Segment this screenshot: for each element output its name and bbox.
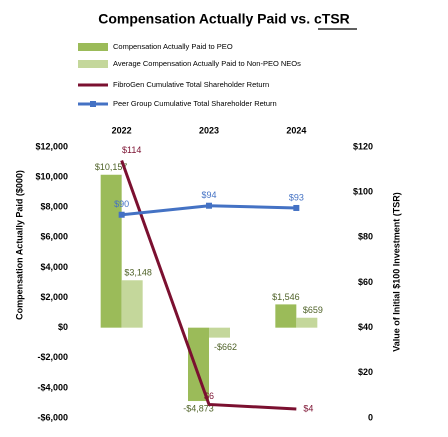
bar <box>275 304 297 328</box>
category-label: 2022 <box>112 125 132 135</box>
category-label: 2023 <box>199 125 219 135</box>
bar <box>209 327 230 338</box>
y2-tick-label: $120 <box>353 141 373 151</box>
y-tick-label: $4,000 <box>40 262 68 272</box>
y-tick-label: -$2,000 <box>37 352 68 362</box>
data-label: $1,546 <box>272 292 300 302</box>
data-label: -$662 <box>214 342 237 352</box>
legend-label: Average Compensation Actually Paid to No… <box>113 59 301 68</box>
legend-label: Peer Group Cumulative Total Shareholder … <box>113 99 277 108</box>
data-label: $90 <box>114 199 129 209</box>
y2-tick-label: $60 <box>358 277 373 287</box>
y-tick-label: $10,000 <box>35 171 68 181</box>
y-tick-label: $0 <box>58 322 68 332</box>
legend-label: FibroGen Cumulative Total Shareholder Re… <box>113 80 269 89</box>
legend-swatch <box>78 43 108 51</box>
bar <box>100 174 122 328</box>
data-label: $659 <box>303 305 323 315</box>
data-label: $94 <box>201 190 216 200</box>
y2-tick-label: $40 <box>358 322 373 332</box>
legend-label: Compensation Actually Paid to PEO <box>113 42 233 51</box>
line-marker <box>118 211 125 218</box>
y-tick-label: -$4,000 <box>37 382 68 392</box>
y2-tick-label: 0 <box>368 412 373 422</box>
chart-title: Compensation Actually Paid vs. cTSR <box>98 11 350 27</box>
y-tick-label: $2,000 <box>40 292 68 302</box>
data-label: $114 <box>122 145 141 155</box>
data-label: $4 <box>303 403 313 413</box>
y-tick-label: $12,000 <box>35 141 68 151</box>
legend-marker <box>90 101 96 107</box>
data-label: -$4,873 <box>183 403 214 413</box>
category-label: 2024 <box>286 125 306 135</box>
y2-tick-label: $80 <box>358 232 373 242</box>
line-marker <box>293 204 300 211</box>
bar <box>296 317 318 328</box>
data-label: $93 <box>289 192 304 202</box>
bar <box>121 280 143 328</box>
line-marker <box>206 202 212 209</box>
y-axis-title: Compensation Actually Paid ($000) <box>14 170 24 320</box>
y-tick-label: -$6,000 <box>37 412 68 422</box>
data-label: $3,148 <box>124 268 152 278</box>
line <box>120 160 297 411</box>
y2-tick-label: $20 <box>358 367 373 377</box>
bar <box>188 327 209 402</box>
y2-tick-label: $100 <box>353 187 373 197</box>
y-tick-label: $6,000 <box>40 232 68 242</box>
y-tick-label: $8,000 <box>40 202 68 212</box>
data-label: $10,157 <box>95 162 128 172</box>
legend-swatch <box>78 60 108 68</box>
y2-axis-title: Value of Initial $100 Investment (TSR) <box>391 192 401 352</box>
data-label: $6 <box>204 391 214 401</box>
